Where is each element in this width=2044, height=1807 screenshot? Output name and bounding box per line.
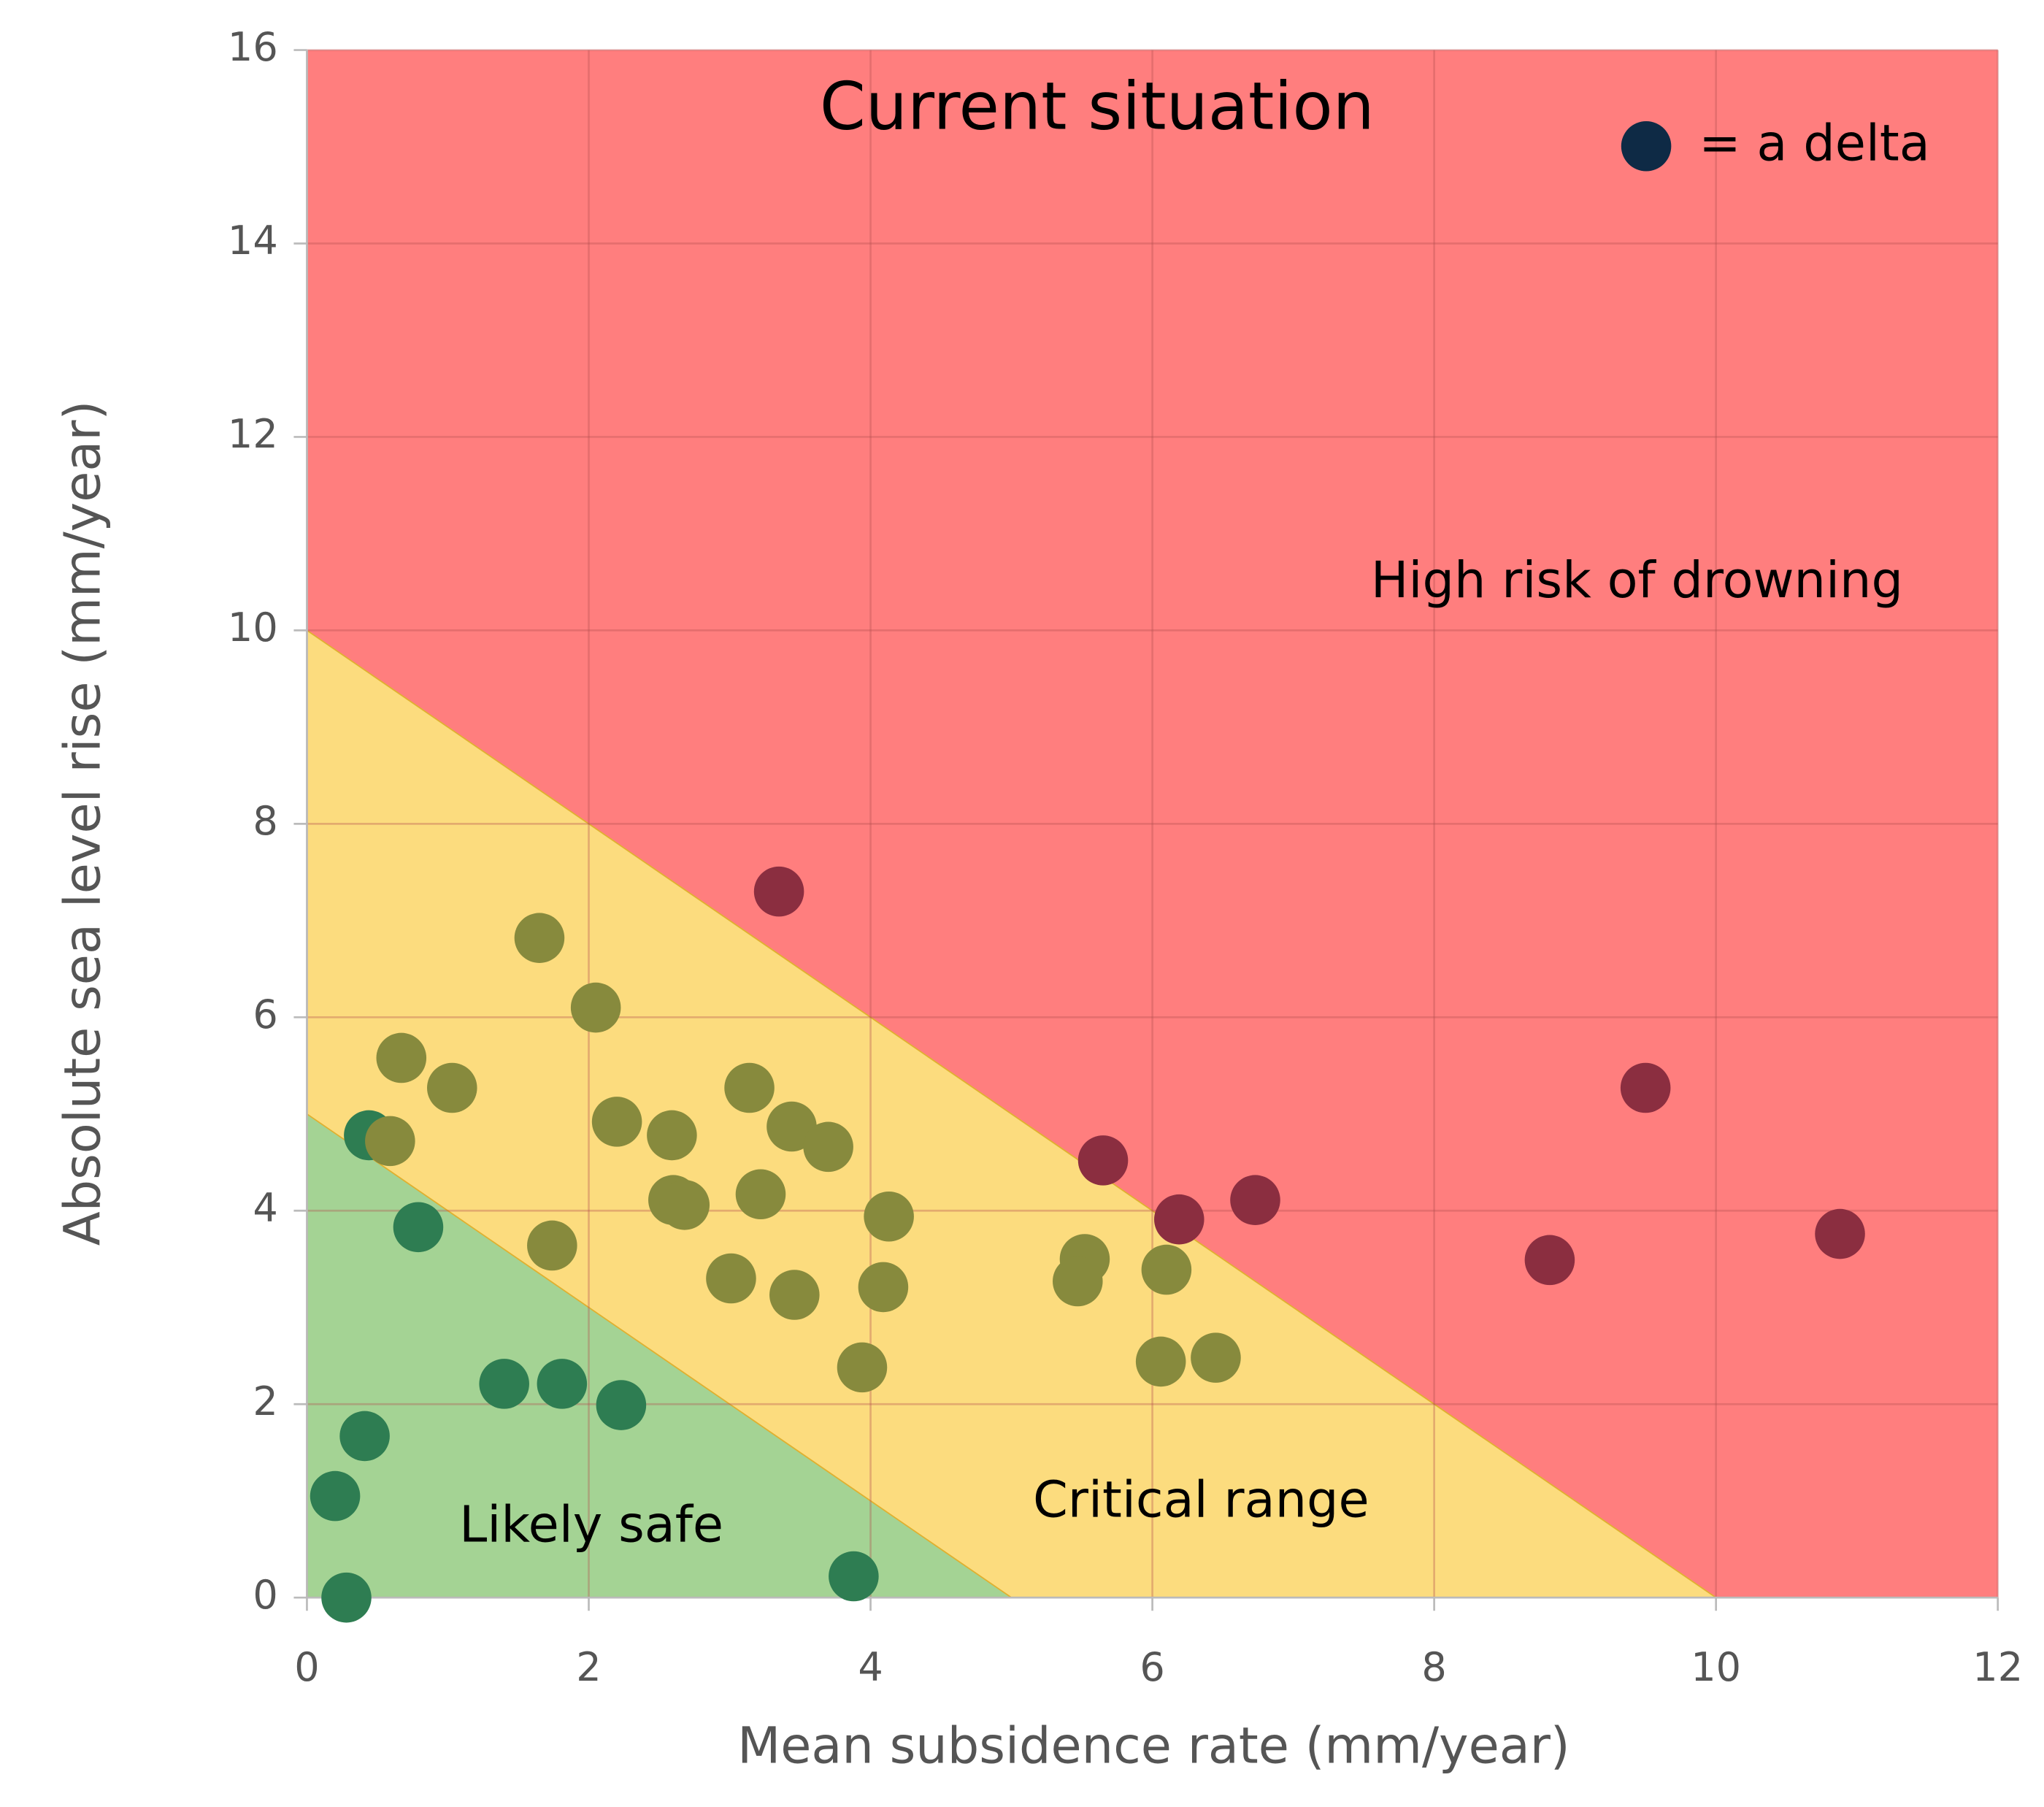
y-tick-label: 6 xyxy=(253,991,277,1037)
y-tick-label: 16 xyxy=(228,24,278,70)
y-tick-label: 10 xyxy=(228,605,278,651)
y-axis-label: Absolute sea level rise (mm/year) xyxy=(53,401,112,1246)
legend-label: = a delta xyxy=(1699,114,1930,172)
point xyxy=(310,1470,361,1522)
x-axis-label: Mean subsidence rate (mm/year) xyxy=(737,1717,1570,1776)
zone-label: Likely safe xyxy=(459,1496,723,1554)
point xyxy=(570,982,621,1033)
x-tick-label: 12 xyxy=(1972,1644,2023,1690)
point xyxy=(596,1380,647,1430)
point xyxy=(321,1572,372,1623)
point xyxy=(659,1180,710,1230)
point xyxy=(365,1116,415,1167)
point xyxy=(724,1062,775,1113)
point xyxy=(1230,1175,1280,1225)
y-tick-label: 0 xyxy=(253,1572,277,1618)
point xyxy=(393,1202,444,1253)
point xyxy=(829,1551,879,1602)
point xyxy=(753,866,804,917)
point xyxy=(864,1191,914,1242)
x-tick-label: 4 xyxy=(858,1644,883,1690)
x-tick-label: 6 xyxy=(1140,1644,1164,1690)
y-tick-label: 8 xyxy=(253,798,277,844)
y-tick-label: 12 xyxy=(228,411,278,457)
point xyxy=(1620,1062,1671,1113)
chart-title: Current situation xyxy=(820,68,1375,145)
point xyxy=(769,1270,820,1320)
x-tick-label: 0 xyxy=(294,1644,319,1690)
point xyxy=(591,1097,642,1147)
point xyxy=(1191,1332,1241,1383)
point xyxy=(837,1342,888,1393)
point xyxy=(339,1411,390,1462)
point xyxy=(1077,1135,1129,1186)
point xyxy=(858,1262,909,1313)
point xyxy=(1153,1194,1204,1245)
point xyxy=(766,1101,817,1152)
zone-label: High risk of drowning xyxy=(1371,551,1903,610)
y-tick-label: 2 xyxy=(253,1378,277,1424)
point xyxy=(479,1359,529,1409)
x-tick-label: 10 xyxy=(1691,1644,1741,1690)
point xyxy=(1141,1244,1192,1295)
y-tick-label: 14 xyxy=(228,218,278,264)
point xyxy=(376,1032,427,1083)
point xyxy=(514,913,565,963)
point xyxy=(537,1359,588,1409)
point xyxy=(1524,1235,1575,1286)
point xyxy=(1135,1336,1186,1387)
point xyxy=(735,1169,786,1220)
point xyxy=(527,1220,577,1271)
x-tick-label: 2 xyxy=(576,1644,601,1690)
point xyxy=(1815,1208,1865,1259)
y-tick-label: 4 xyxy=(253,1185,277,1231)
point xyxy=(426,1062,477,1113)
legend-marker xyxy=(1621,120,1672,172)
point xyxy=(647,1110,697,1161)
point xyxy=(803,1121,853,1173)
x-tick-label: 8 xyxy=(1421,1644,1446,1690)
point xyxy=(706,1253,756,1304)
point xyxy=(1053,1256,1103,1307)
zone-label: Critical range xyxy=(1033,1470,1369,1529)
